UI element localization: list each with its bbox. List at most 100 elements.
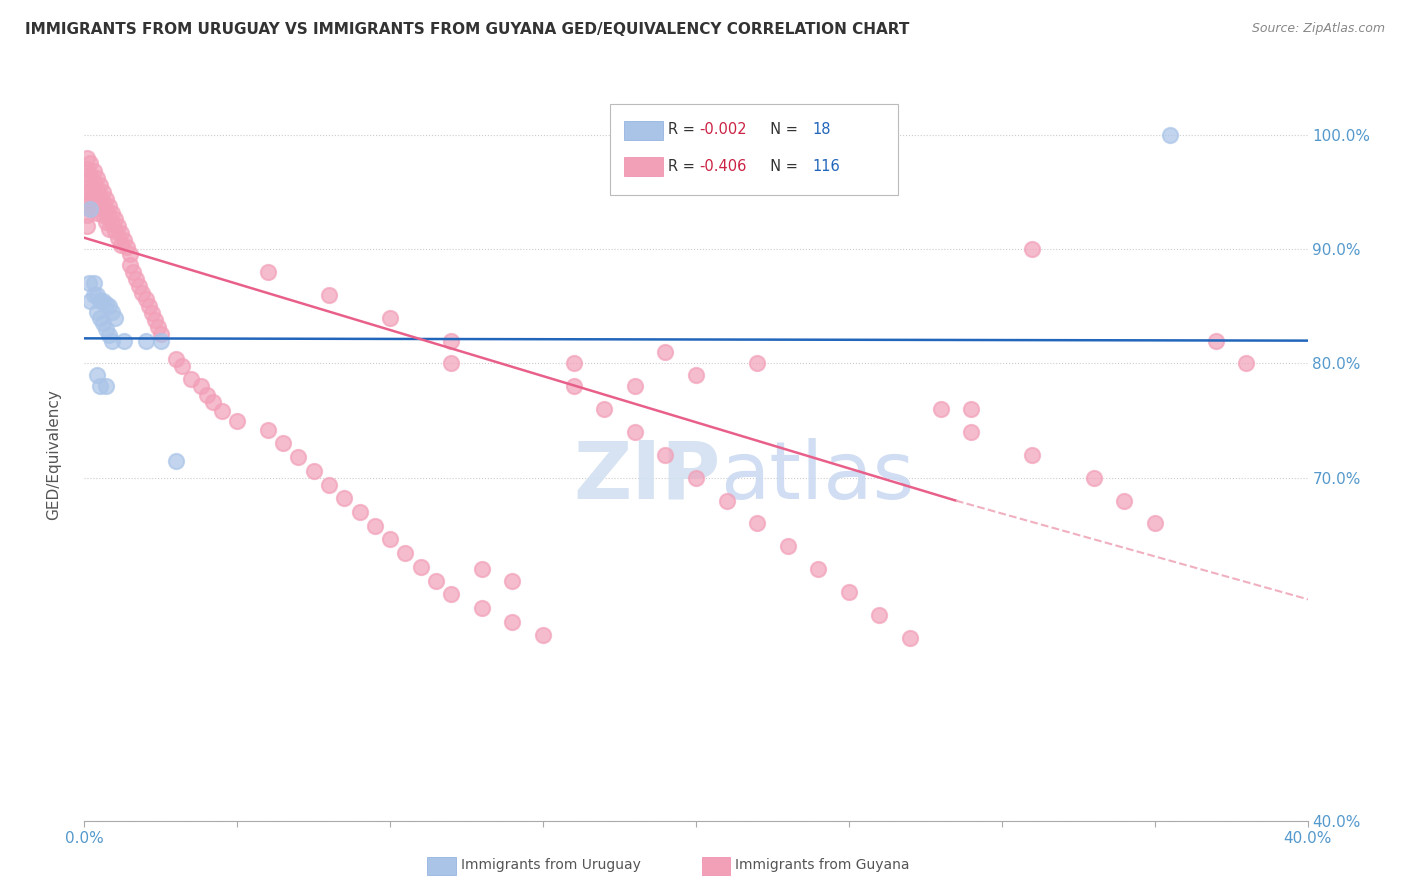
Point: [83, 277, 105, 291]
Text: GED/Equivalency: GED/Equivalency: [46, 390, 62, 520]
Point: [112, 233, 135, 247]
Point: [807, 562, 830, 576]
Text: Immigrants from Uruguay: Immigrants from Uruguay: [461, 858, 641, 872]
Point: [101, 334, 124, 348]
Point: [107, 219, 129, 234]
Point: [1159, 128, 1181, 142]
Point: [79, 168, 101, 182]
Point: [76, 174, 98, 188]
Point: [101, 205, 124, 219]
Point: [654, 345, 676, 359]
Text: 116: 116: [813, 159, 839, 174]
Point: [83, 288, 105, 302]
Point: [101, 305, 124, 319]
Point: [104, 310, 127, 325]
Text: Source: ZipAtlas.com: Source: ZipAtlas.com: [1251, 22, 1385, 36]
Point: [79, 293, 101, 308]
FancyBboxPatch shape: [610, 103, 898, 195]
Point: [960, 402, 983, 417]
Point: [318, 477, 340, 491]
Point: [135, 334, 157, 348]
Point: [89, 379, 111, 393]
Point: [115, 240, 138, 254]
Point: [120, 258, 142, 272]
Point: [79, 202, 101, 217]
Point: [97, 327, 120, 342]
Point: [86, 205, 108, 219]
Point: [131, 285, 153, 300]
Point: [624, 425, 647, 439]
Point: [165, 453, 187, 467]
Point: [86, 183, 108, 197]
Point: [440, 356, 463, 371]
Point: [110, 226, 132, 240]
Point: [1021, 242, 1043, 256]
Point: [122, 265, 145, 279]
Point: [1205, 334, 1227, 348]
Point: [107, 231, 129, 245]
FancyBboxPatch shape: [624, 157, 664, 177]
Point: [654, 448, 676, 462]
Point: [91, 196, 114, 211]
Point: [91, 293, 114, 308]
Text: ZIP: ZIP: [574, 438, 720, 516]
Point: [593, 402, 616, 417]
Point: [76, 196, 98, 211]
Point: [380, 310, 402, 325]
Point: [190, 379, 212, 393]
Point: [502, 574, 524, 588]
Point: [76, 185, 98, 199]
Point: [141, 306, 163, 320]
Point: [747, 356, 769, 371]
Point: [165, 351, 187, 366]
Point: [201, 395, 224, 409]
Point: [226, 414, 249, 428]
Point: [79, 179, 101, 194]
Point: [318, 288, 340, 302]
Text: N =: N =: [761, 159, 803, 174]
Point: [83, 187, 105, 202]
Point: [149, 326, 172, 341]
Text: atlas: atlas: [720, 438, 915, 516]
Point: [110, 237, 132, 252]
Point: [89, 293, 111, 308]
Point: [97, 211, 120, 225]
Point: [172, 359, 194, 373]
Point: [471, 601, 494, 615]
Text: R =: R =: [668, 159, 699, 174]
Point: [146, 320, 169, 334]
Point: [89, 178, 111, 193]
Point: [91, 185, 114, 199]
Point: [97, 221, 120, 235]
Point: [838, 585, 860, 599]
Point: [1143, 516, 1166, 531]
Point: [425, 574, 447, 588]
Text: 18: 18: [813, 122, 831, 137]
Point: [77, 277, 100, 291]
Point: [149, 334, 172, 348]
Point: [898, 631, 921, 645]
Point: [180, 372, 202, 386]
Point: [94, 215, 117, 229]
Point: [364, 518, 387, 533]
Point: [302, 464, 325, 478]
Point: [79, 202, 101, 217]
Point: [138, 299, 160, 313]
Point: [409, 560, 432, 574]
Point: [271, 436, 294, 450]
Text: IMMIGRANTS FROM URUGUAY VS IMMIGRANTS FROM GUYANA GED/EQUIVALENCY CORRELATION CH: IMMIGRANTS FROM URUGUAY VS IMMIGRANTS FR…: [25, 22, 910, 37]
Text: N =: N =: [761, 122, 803, 137]
Point: [716, 493, 738, 508]
Point: [91, 317, 114, 331]
Point: [86, 194, 108, 209]
Point: [94, 203, 117, 218]
Point: [94, 192, 117, 206]
Point: [333, 491, 356, 506]
Point: [89, 310, 111, 325]
Point: [685, 471, 707, 485]
Point: [120, 246, 142, 260]
Point: [79, 156, 101, 170]
Point: [1083, 471, 1105, 485]
Point: [76, 219, 98, 234]
Point: [747, 516, 769, 531]
